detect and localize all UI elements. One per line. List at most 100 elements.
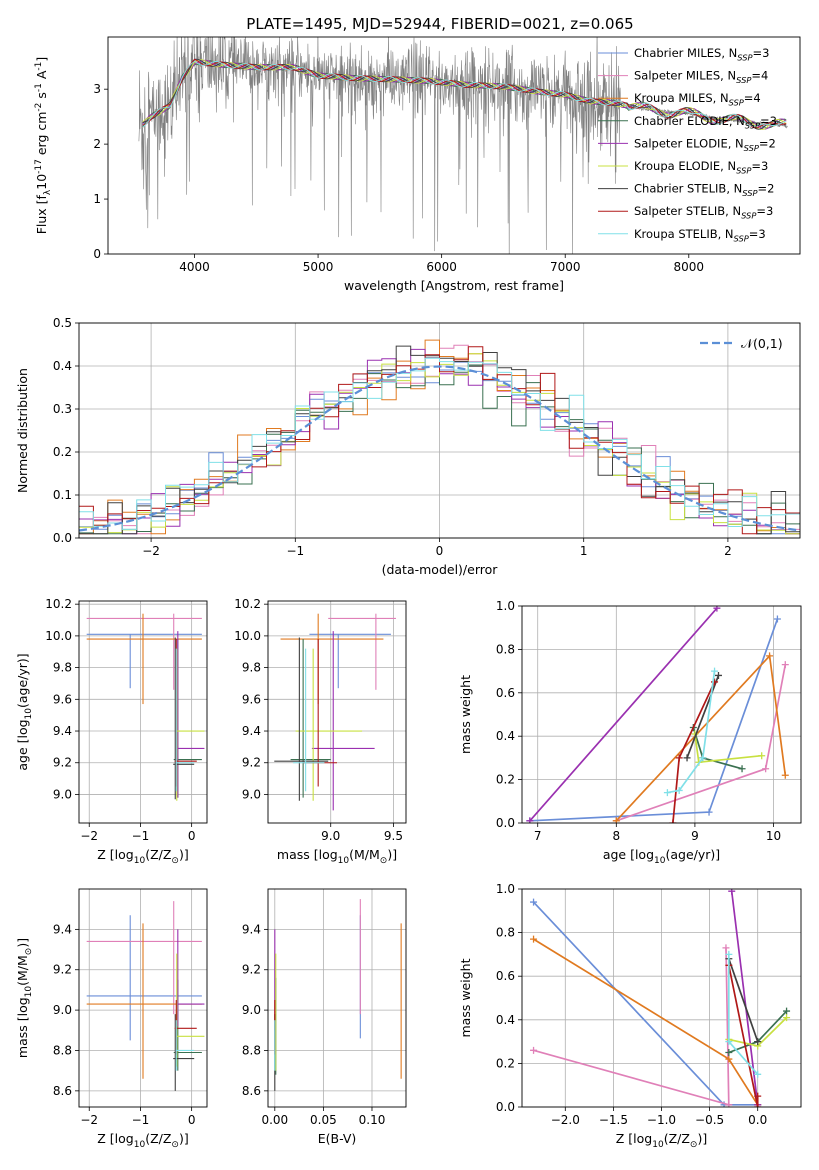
y-tick-label: 9.0 [242, 1003, 261, 1017]
weight-point-chabrier-elodie [725, 1049, 733, 1056]
weight-line-kroupa-stelib [667, 670, 716, 794]
y-axis-label: age [log10(age/yr)] [15, 653, 34, 770]
x-tick-label: −2.0 [551, 1113, 580, 1127]
weight-point-chabrier-stelib [754, 1038, 762, 1046]
x-tick-label: 10 [766, 829, 781, 843]
weight-point-chabrier-stelib [714, 671, 722, 679]
weight-point-salpeter-elodie [526, 817, 534, 823]
y-tick-label: 0.2 [496, 773, 515, 787]
x-tick-label: 6000 [426, 260, 457, 274]
y-tick-label: 0.6 [496, 686, 515, 700]
plot-area [526, 606, 789, 823]
x-tick-label: 0.00 [261, 1113, 288, 1127]
plot-area [274, 613, 396, 811]
weight-point-salpeter-miles [781, 661, 789, 669]
y-tick-label: 0.0 [496, 1100, 515, 1114]
y-tick-label: 0 [93, 247, 101, 261]
plot-area [86, 613, 205, 801]
weight-point-salpeter-stelib [669, 819, 677, 823]
x-tick-label: 0 [436, 544, 444, 558]
x-tick-label: 7 [534, 829, 542, 843]
x-tick-label: 0 [188, 1113, 196, 1127]
y-tick-label: 1 [93, 192, 101, 206]
axes-frame [267, 888, 407, 1108]
y-tick-label: 9.2 [53, 963, 72, 977]
weight-point-salpeter-stelib [754, 1103, 762, 1107]
y-tick-label: 2 [93, 137, 101, 151]
legend-label: Kroupa ELODIE, NSSP=3 [634, 159, 768, 175]
y-tick-label: 0.0 [53, 531, 72, 545]
y-tick-label: 9.2 [242, 756, 261, 770]
x-tick-label: 0.10 [359, 1113, 386, 1127]
weight-point-kroupa-stelib [675, 786, 683, 794]
x-axis-label: mass [log10(M/M⊙)] [277, 847, 397, 866]
weight-point-salpeter-miles [530, 1046, 538, 1054]
plot-area [79, 339, 800, 535]
x-tick-label: −1.5 [599, 1113, 628, 1127]
legend-label: Kroupa STELIB, NSSP=3 [634, 227, 766, 243]
weight-line-chabrier-stelib [727, 958, 759, 1042]
y-axis-label: mass weight [458, 675, 473, 754]
weight-point-kroupa-stelib [725, 950, 733, 958]
y-tick-label: 0.4 [496, 729, 515, 743]
weight-point-kroupa-miles [725, 1055, 733, 1063]
weight-point-salpeter-elodie [728, 889, 736, 895]
y-tick-label: 9.0 [242, 787, 261, 801]
y-axis-label: Normed distribution [15, 368, 30, 493]
histogram-kroupa-stelib [79, 357, 800, 530]
weight-point-kroupa-elodie [758, 752, 766, 760]
model-line-kroupa-elodie [142, 59, 787, 131]
weight-point-kroupa-miles [766, 652, 774, 660]
histogram-kroupa-miles [79, 339, 800, 535]
weight-point-salpeter-miles [722, 944, 730, 952]
axes-weight-vs-age: 7 8 9 10 0.0 0.2 0.4 0.6 0.8 1.0 age [log10(age/yr… [458, 599, 802, 866]
y-tick-label: 9.4 [53, 922, 72, 936]
weight-point-kroupa-miles [781, 771, 789, 779]
axes-frame [78, 600, 208, 824]
axes-age-vs-Z: −2 −1 0 9.0 9.2 9.4 9.6 9.8 10.0 10.2 Z [log10(Z/Z… [15, 597, 208, 866]
y-axis-label: mass weight [458, 958, 473, 1037]
axes-frame [78, 888, 208, 1108]
axes-weight-vs-Z: −2.0 −1.5 −1.0 −0.5 0.0 0.0 0.2 0.4 0.6 0.8 1.0 Z [… [458, 882, 802, 1150]
y-tick-label: 0.3 [53, 402, 72, 416]
axes-residuals: −2 −1 0 1 2 0.0 0.1 0.2 0.3 0.4 0.5 (data-model)/er… [15, 316, 801, 577]
weight-line-salpeter-stelib [727, 965, 759, 1107]
y-tick-label: 9.2 [242, 963, 261, 977]
weight-line-salpeter-elodie [529, 607, 718, 822]
histogram-chabrier-miles [79, 361, 800, 535]
y-tick-label: 9.6 [242, 692, 261, 706]
histogram-salpeter-stelib [79, 346, 800, 535]
weight-point-chabrier-elodie [783, 1007, 791, 1015]
x-axis-label: wavelength [Angstrom, rest frame] [344, 278, 564, 293]
weight-point-salpeter-stelib [675, 754, 683, 762]
x-axis-label: Z [log10(Z/Z⊙)] [616, 1131, 707, 1150]
weight-point-chabrier-miles [530, 898, 538, 906]
weight-point-kroupa-stelib [663, 789, 671, 797]
weight-line-salpeter-miles [616, 664, 787, 822]
y-tick-label: 9.8 [242, 661, 261, 675]
y-tick-label: 10.2 [45, 597, 72, 611]
weight-point-kroupa-stelib [711, 667, 719, 675]
y-tick-label: 9.4 [242, 922, 261, 936]
legend-label: Salpeter MILES, NSSP=4 [634, 69, 768, 85]
x-tick-label: 2 [724, 544, 732, 558]
y-tick-label: 8.8 [242, 1043, 261, 1057]
weight-point-kroupa-stelib [699, 754, 707, 762]
weight-line-kroupa-miles [615, 653, 787, 822]
weight-point-kroupa-stelib [754, 1070, 762, 1078]
axes-spectrum: 4000 5000 6000 7000 8000 0 1 2 3 wavelength [Angs… [34, 36, 801, 293]
axes-mass-vs-ebv: 0.00 0.05 0.10 8.6 8.8 9.0 9.2 9.4 E(B-V) [242, 888, 407, 1146]
x-tick-label: −2 [80, 829, 98, 843]
plot-area [274, 899, 402, 1091]
y-tick-label: 0.2 [53, 445, 72, 459]
x-tick-label: 9.5 [384, 829, 403, 843]
x-tick-label: 0.05 [310, 1113, 337, 1127]
legend-label: Chabrier MILES, NSSP=3 [634, 46, 769, 62]
x-tick-label: −1.0 [647, 1113, 676, 1127]
legend-label: Kroupa MILES, NSSP=4 [634, 91, 761, 107]
y-tick-label: 10.0 [45, 629, 72, 643]
weight-point-kroupa-miles [612, 817, 620, 823]
x-axis-label: Z [log10(Z/Z⊙)] [97, 847, 188, 866]
x-tick-label: 8 [612, 829, 620, 843]
legend-label: Salpeter ELODIE, NSSP=2 [634, 136, 776, 152]
